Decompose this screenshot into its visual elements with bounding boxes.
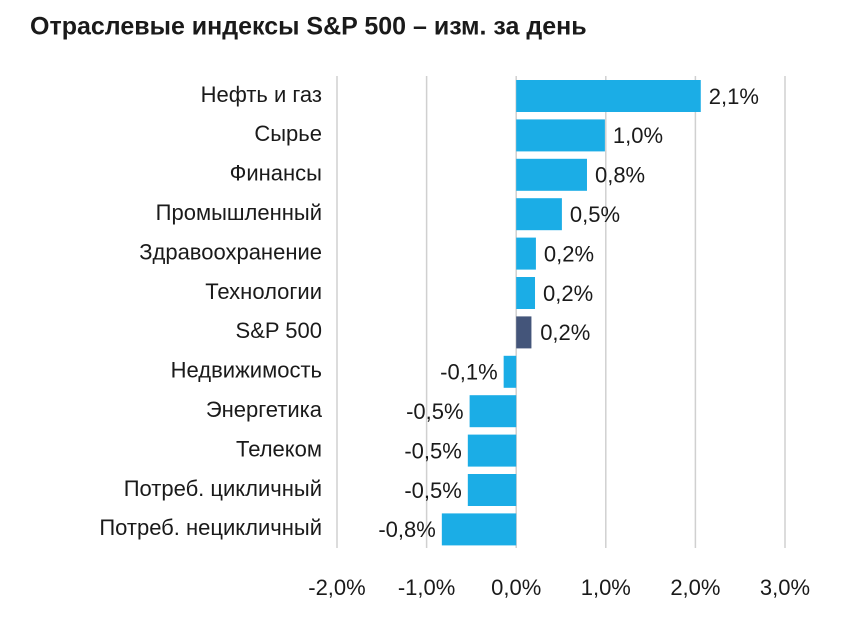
- x-tick-label: -1,0%: [398, 575, 455, 600]
- bar: [469, 395, 517, 428]
- bar: [516, 158, 587, 191]
- x-tick-label: 2,0%: [670, 575, 720, 600]
- value-label: 0,2%: [540, 320, 590, 345]
- bar: [467, 474, 517, 506]
- chart-title: Отраслевые индексы S&P 500 – изм. за ден…: [30, 13, 587, 41]
- value-label: -0,5%: [404, 438, 461, 463]
- value-label: 0,8%: [595, 163, 645, 188]
- category-label: Сырье: [254, 121, 322, 146]
- value-label: -0,1%: [440, 360, 497, 385]
- x-tick-label: -2,0%: [308, 575, 365, 600]
- value-label: 2,1%: [709, 84, 759, 109]
- bar: [503, 355, 517, 388]
- x-tick-label: 3,0%: [760, 575, 810, 600]
- bar: [467, 434, 517, 467]
- bar: [441, 513, 517, 546]
- value-label: 1,0%: [613, 123, 663, 148]
- category-label: Недвижимость: [171, 358, 322, 383]
- value-label: -0,8%: [378, 517, 435, 542]
- category-label: Финансы: [230, 161, 322, 186]
- category-label: Нефть и газ: [201, 82, 322, 107]
- category-label: Потреб. нецикличный: [99, 515, 322, 540]
- category-label: Промышленный: [156, 200, 322, 225]
- value-label: -0,5%: [406, 399, 463, 424]
- value-label: 0,5%: [570, 202, 620, 227]
- bar: [516, 237, 536, 270]
- category-label: S&P 500: [236, 318, 322, 343]
- bar: [516, 316, 532, 349]
- value-label: 0,2%: [544, 241, 594, 266]
- bar: [516, 119, 605, 152]
- x-tick-label: 1,0%: [581, 575, 631, 600]
- value-label: -0,5%: [404, 478, 461, 503]
- x-tick-label: 0,0%: [491, 575, 541, 600]
- category-label: Технологии: [205, 279, 322, 304]
- value-label: 0,2%: [543, 281, 593, 306]
- bar: [516, 80, 701, 112]
- bar: [516, 198, 562, 231]
- category-label: Потреб. цикличный: [124, 476, 322, 501]
- category-label: Энергетика: [206, 397, 323, 422]
- category-label: Телеком: [236, 436, 322, 461]
- category-label: Здравоохранение: [139, 239, 322, 264]
- bar: [516, 277, 536, 309]
